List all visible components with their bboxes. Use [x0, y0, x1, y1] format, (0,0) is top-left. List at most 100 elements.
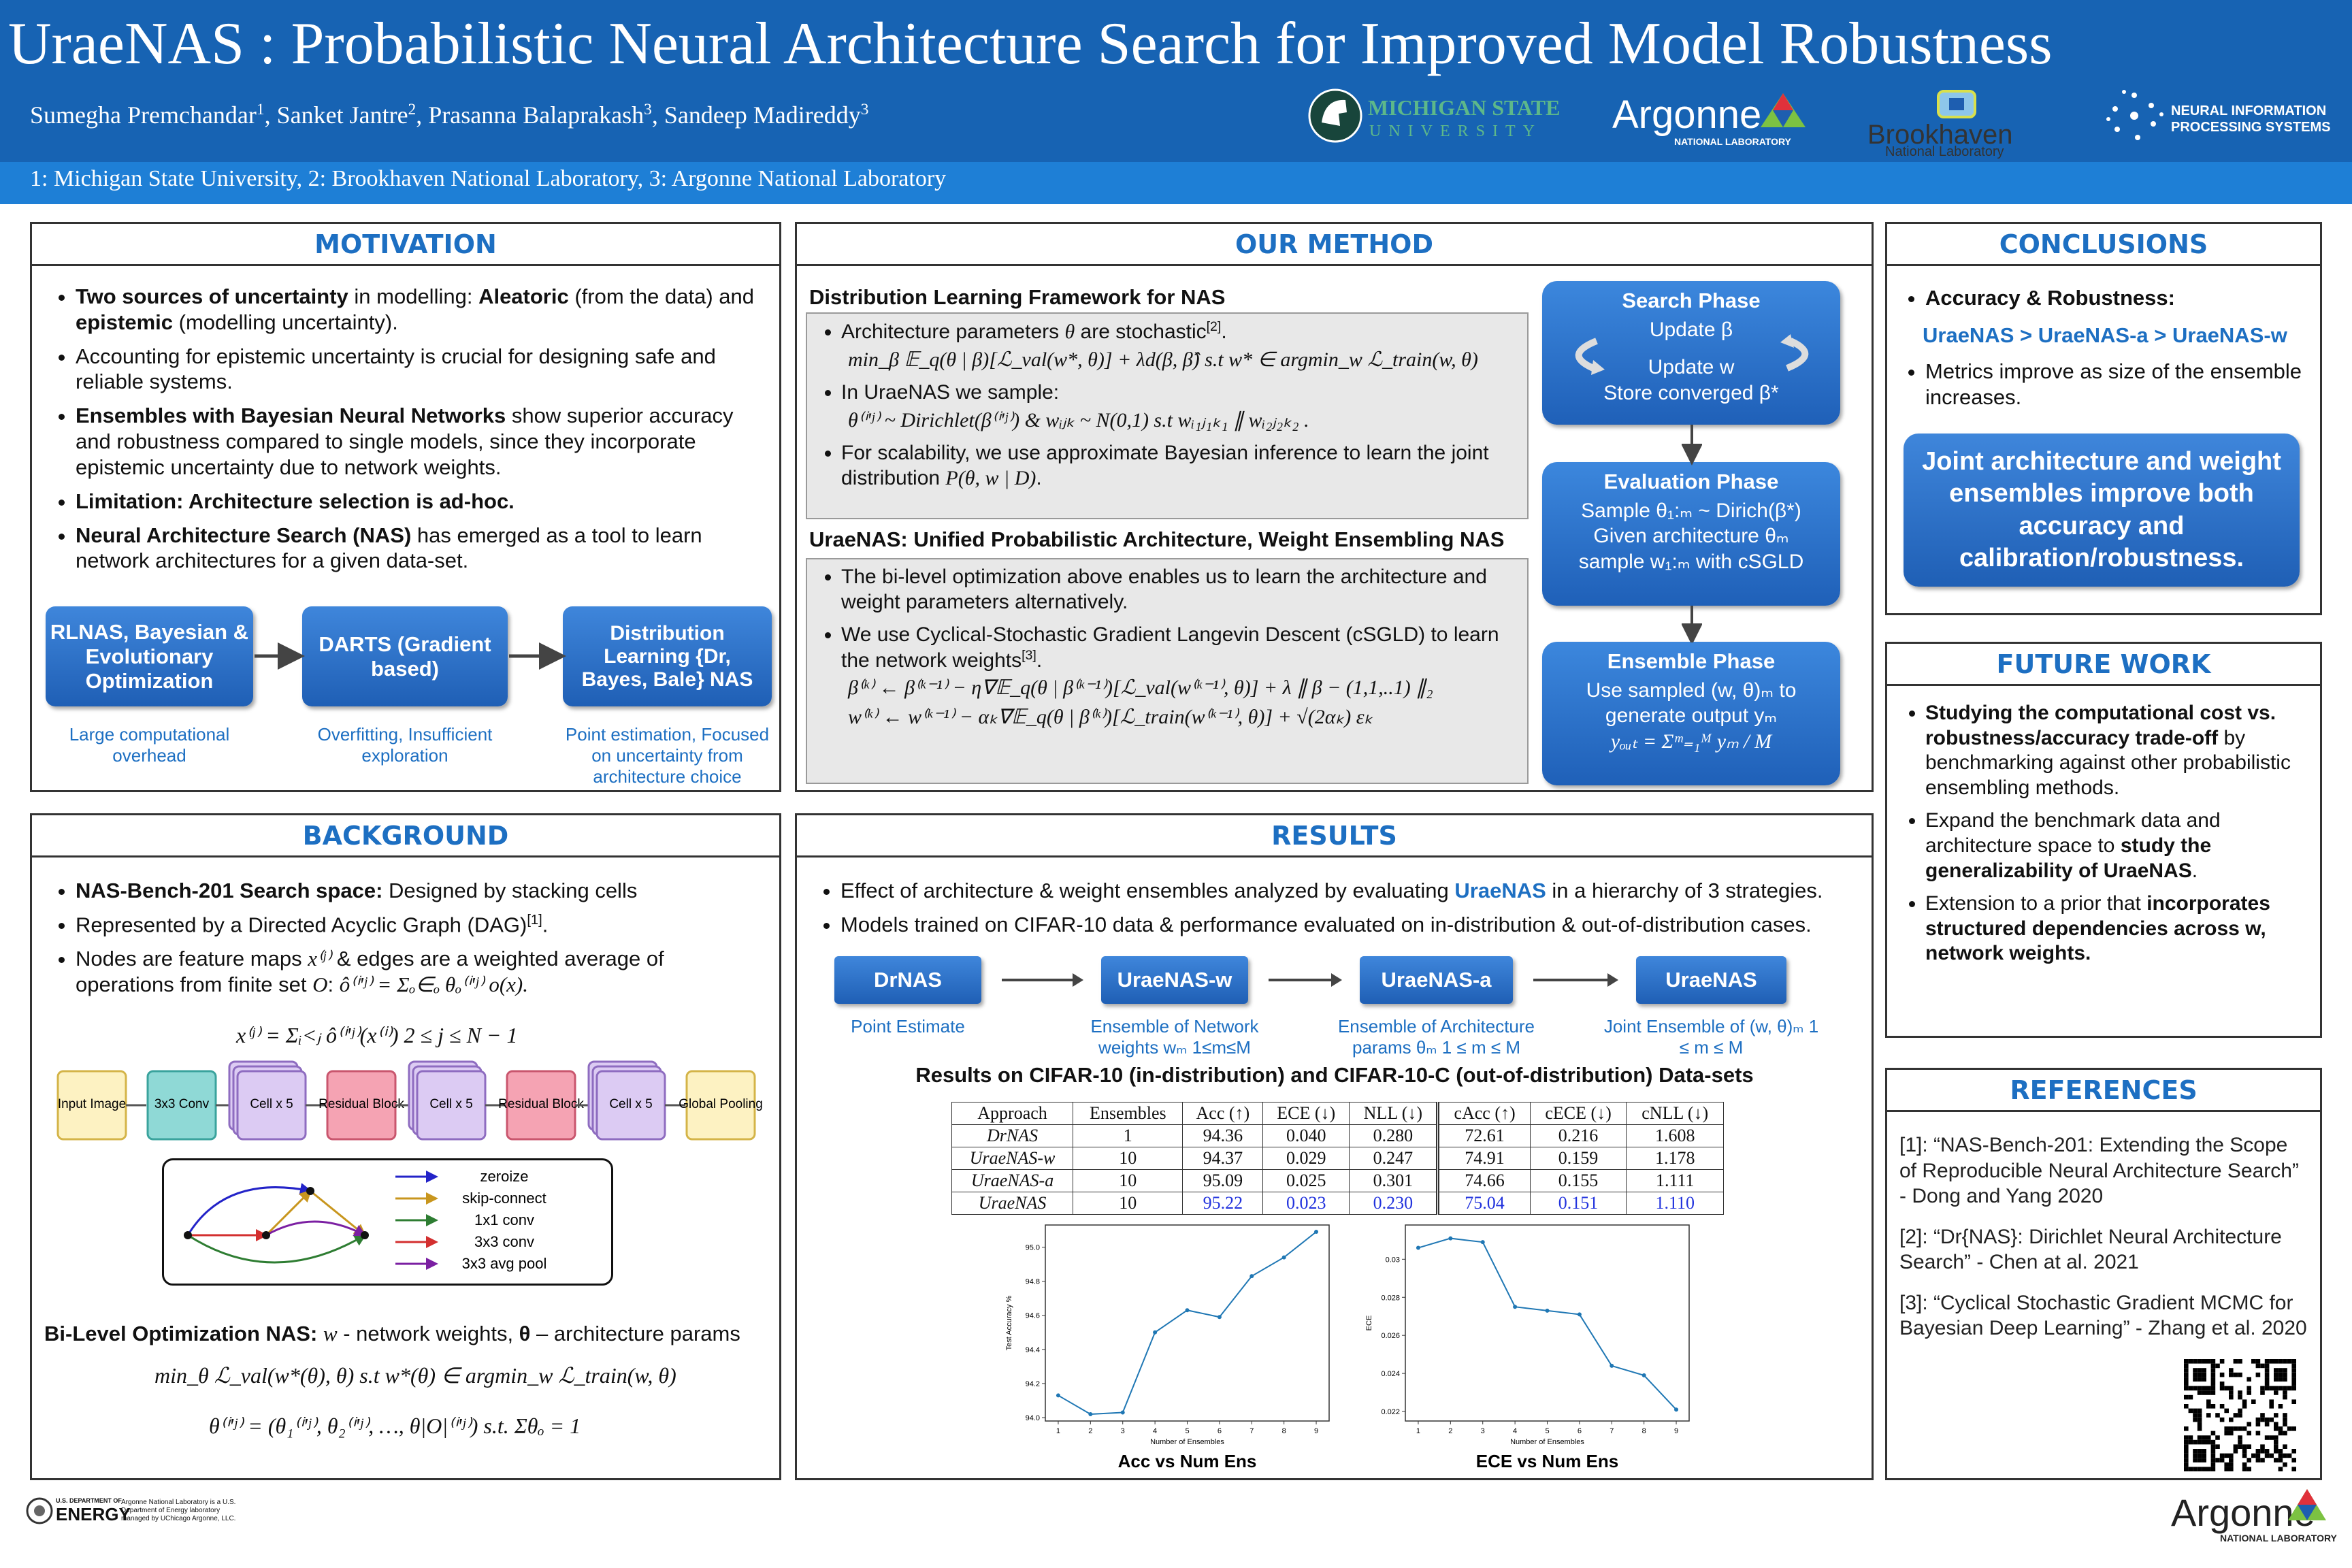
- qr-module: [2247, 1467, 2251, 1471]
- table-cell: 0.151: [1529, 1192, 1627, 1215]
- x-tick-label: 8: [1282, 1427, 1286, 1435]
- qr-module: [2210, 1449, 2216, 1454]
- qr-module: [2283, 1444, 2287, 1449]
- dag-node: [262, 1231, 270, 1239]
- qr-module: [2291, 1399, 2296, 1404]
- x-tick-label: 3: [1481, 1427, 1485, 1435]
- bullet: Accuracy & Robustness:: [1925, 285, 2316, 311]
- data-point: [1250, 1274, 1254, 1279]
- strategy-arrowhead: [1331, 973, 1342, 987]
- data-point: [1577, 1312, 1582, 1317]
- bullet: Accounting for epistemic uncertainty is …: [76, 344, 766, 395]
- qr-module: [2229, 1368, 2234, 1373]
- qr-module: [2278, 1449, 2283, 1454]
- data-point: [1217, 1315, 1222, 1320]
- bullet: In UraeNAS we sample: θ⁽ⁱ'ʲ⁾ ~ Dirichlet(…: [841, 380, 1524, 433]
- qr-module: [2238, 1426, 2242, 1431]
- qr-module: [2291, 1359, 2296, 1364]
- qr-module: [2229, 1453, 2234, 1458]
- qr-module: [2219, 1404, 2225, 1409]
- qr-module: [2197, 1417, 2202, 1422]
- text-run: & edges are a weighted average of operat…: [76, 946, 664, 996]
- framework-box: Architecture parameters θ are stochastic…: [806, 312, 1529, 519]
- text-sup: [2]: [1206, 319, 1222, 334]
- y-tick-label: 94.4: [1026, 1346, 1040, 1354]
- neurips-logo-text: NEURAL INFORMATION: [2171, 103, 2327, 118]
- qr-module: [2274, 1377, 2278, 1382]
- data-point: [1448, 1236, 1453, 1241]
- text-run: .: [1221, 321, 1227, 343]
- text-run: Metrics improve as size of the ensemble …: [1925, 359, 2302, 409]
- text-sup: 3: [860, 101, 869, 118]
- strategy-caption: Joint Ensemble of (w, θ)ₘ 1 ≤ m ≤ M: [1603, 1016, 1819, 1058]
- affiliations: 1: Michigan State University, 2: Brookha…: [30, 166, 947, 191]
- qr-module: [2247, 1377, 2251, 1382]
- y-tick-label: 94.0: [1026, 1414, 1040, 1422]
- affiliation-band: [0, 162, 2352, 204]
- qr-module: [2283, 1386, 2287, 1391]
- qr-module: [2184, 1404, 2189, 1409]
- qr-module: [2202, 1368, 2206, 1373]
- table-cell: 0.159: [1529, 1147, 1627, 1170]
- data-point: [1610, 1363, 1614, 1368]
- bullet-list: Two sources of uncertainty in modelling:…: [44, 284, 766, 582]
- pipeline-diagram: Input Image 3x3 Conv Cell x 5 Residual Bloc…: [56, 1060, 763, 1141]
- text-sup: [3]: [1022, 647, 1036, 663]
- text-math: P(θ, w | D): [945, 466, 1036, 489]
- qr-module: [2274, 1435, 2278, 1440]
- strategy-box: UraeNAS: [1636, 956, 1786, 1004]
- strategy-arrowhead: [1607, 973, 1618, 987]
- text-math: O: [312, 972, 328, 996]
- flow-box: Distribution Learning {Dr, Bayes, Bale} …: [563, 606, 772, 706]
- qr-module: [2229, 1390, 2234, 1395]
- motivation-panel: MOTIVATION Two sources of uncertainty in…: [30, 222, 781, 792]
- msu-logo-mark: [1308, 88, 1362, 143]
- table-row: UraeNAS-a 10 95.09 0.025 0.301 74.66 0.155 1.11…: [951, 1169, 1724, 1192]
- qr-module: [2255, 1458, 2261, 1463]
- dag-box: zeroize skip-connect 1x1 conv 3x3 conv 3x3 a…: [162, 1158, 613, 1286]
- column-header: NLL (↓): [1349, 1102, 1439, 1125]
- qr-module: [2197, 1453, 2202, 1458]
- qr-module: [2206, 1386, 2211, 1391]
- bullet-list: Studying the computational cost vs. robu…: [1894, 701, 2316, 975]
- table-row: UraeNAS 10 95.22 0.023 0.230 75.04 0.151 1.110: [951, 1192, 1724, 1215]
- text-run: - network weights,: [337, 1322, 519, 1345]
- qr-module: [2193, 1439, 2198, 1445]
- table-cell: UraeNAS-w: [951, 1147, 1074, 1170]
- phase-box: Search Phase Update β Update w Store con…: [1542, 281, 1840, 425]
- qr-module: [2184, 1372, 2189, 1377]
- qr-module: [2242, 1404, 2247, 1409]
- bullet: Effect of architecture & weight ensemble…: [840, 878, 1864, 904]
- text-sup: 3: [644, 101, 652, 118]
- dag-edge: [265, 1189, 312, 1237]
- qr-module: [2278, 1359, 2283, 1364]
- ranking: UraeNAS > UraeNAS-a > UraeNAS-w: [1923, 323, 2287, 347]
- text-run: , Sanket Jantre: [264, 101, 408, 129]
- qr-module: [2238, 1413, 2242, 1418]
- table-row: UraeNAS-w 10 94.37 0.029 0.247 74.91 0.159 1.17…: [951, 1147, 1724, 1170]
- qr-module: [2184, 1359, 2189, 1364]
- strategy-caption: Ensemble of Network weights wₘ 1≤m≤M: [1090, 1016, 1259, 1058]
- dag-edge: [265, 1220, 367, 1237]
- equation: θ⁽ⁱ'ʲ⁾ ~ Dirichlet(β⁽ⁱ'ʲ⁾) & wᵢⱼₖ ~ N(0,…: [848, 408, 1309, 431]
- qr-module: [2238, 1359, 2242, 1364]
- qr-module: [2247, 1431, 2251, 1436]
- text-blue: UraeNAS: [1454, 879, 1546, 902]
- pipeline-label: Cell x 5: [429, 1097, 472, 1111]
- table-cell: 0.023: [1262, 1192, 1350, 1215]
- qr-module: [2260, 1390, 2265, 1395]
- text-run: .: [542, 913, 549, 937]
- table-cell: 94.36: [1182, 1124, 1264, 1147]
- qr-module: [2242, 1399, 2247, 1404]
- text-bold: Neural Architecture Search (NAS): [76, 523, 412, 547]
- table-cell: 74.91: [1436, 1147, 1531, 1170]
- qr-module: [2184, 1467, 2189, 1471]
- table-row: DrNAS 1 94.36 0.040 0.280 72.61 0.216 1.608: [951, 1124, 1724, 1147]
- qr-module: [2197, 1435, 2202, 1440]
- qr-module: [2215, 1444, 2220, 1449]
- qr-module: [2283, 1417, 2287, 1422]
- x-tick-label: 7: [1250, 1427, 1254, 1435]
- qr-module: [2278, 1372, 2283, 1377]
- reference: [1]: “NAS-Bench-201: Extending the Scope…: [1899, 1134, 2299, 1207]
- qr-module: [2202, 1439, 2206, 1445]
